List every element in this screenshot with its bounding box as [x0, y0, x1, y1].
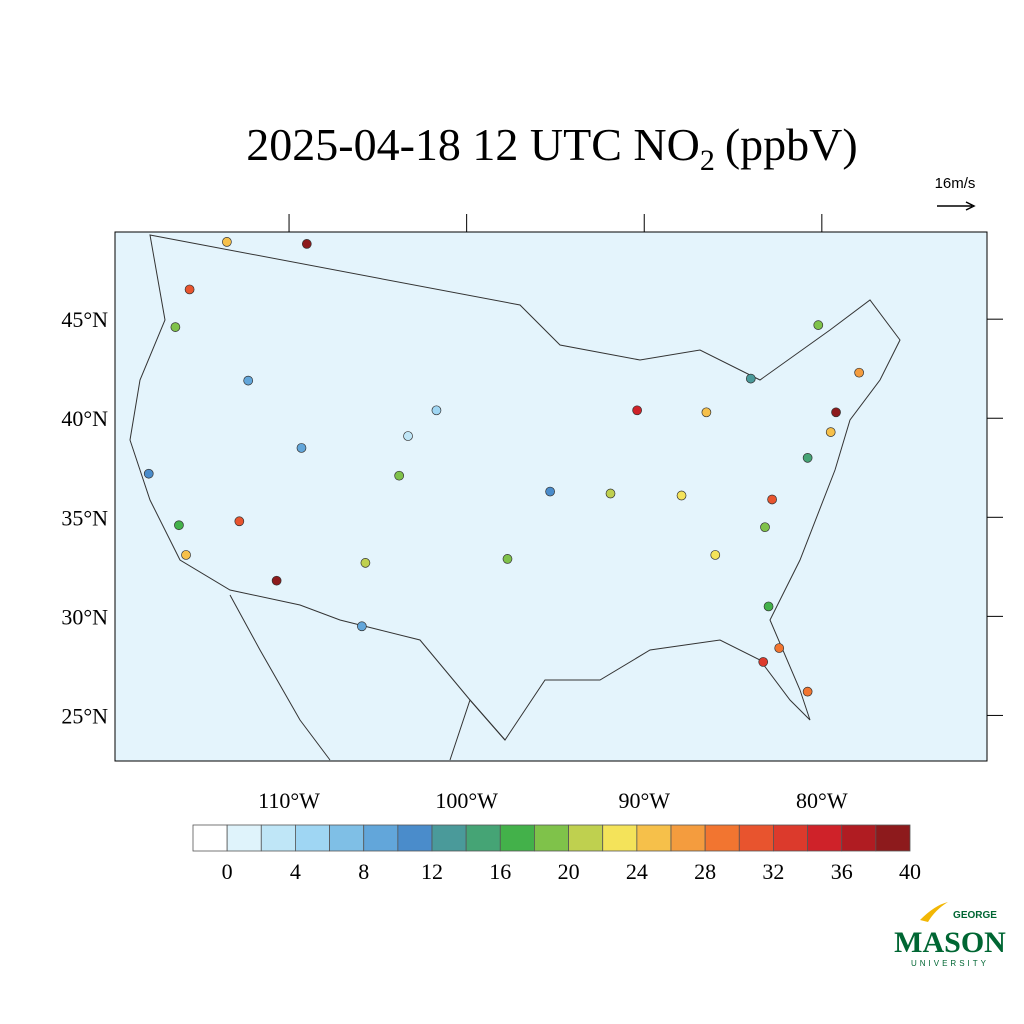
logo: GEORGE MASON UNIVERSITY — [894, 902, 1006, 968]
colorbar-box — [226, 824, 262, 852]
y-tick-label: 30°N — [61, 604, 108, 629]
station — [301, 239, 312, 249]
station — [357, 621, 367, 632]
logo-swoosh — [920, 902, 948, 922]
colorbar-box — [431, 824, 467, 852]
station — [825, 427, 836, 437]
station — [403, 431, 413, 441]
colorbar-box — [329, 824, 365, 852]
colorbar-box — [704, 824, 740, 852]
colorbar-box — [773, 824, 808, 852]
station — [184, 284, 195, 295]
wind-reference-arrowhead — [965, 201, 976, 211]
logo-top: GEORGE — [953, 910, 997, 921]
station — [774, 643, 785, 653]
station — [710, 550, 721, 560]
colorbar-box — [807, 824, 843, 852]
colorbar-box — [465, 824, 501, 852]
colorbar-box — [670, 824, 706, 852]
station — [502, 554, 513, 564]
station — [394, 470, 405, 481]
station — [802, 686, 813, 697]
colorbar-label: 36 — [831, 859, 853, 884]
station — [545, 486, 555, 497]
title-unit: (ppbV) — [725, 119, 858, 170]
y-tick-label: 35°N — [61, 505, 108, 530]
station — [222, 237, 232, 247]
colorbar-label: 4 — [290, 859, 301, 884]
chart-title: 2025-04-18 12 UTC NO2 (ppbV) — [246, 119, 857, 177]
station — [813, 320, 824, 330]
colorbar-label: 40 — [899, 859, 921, 884]
colorbar-label: 28 — [694, 859, 716, 884]
colorbar-box — [397, 824, 433, 852]
station — [605, 488, 616, 499]
x-tick-label: 80°W — [796, 788, 848, 813]
map-background — [115, 232, 987, 761]
colorbar-label: 24 — [626, 859, 648, 884]
y-tick-label: 45°N — [61, 307, 108, 332]
wind-reference-label: 16m/s — [935, 175, 976, 192]
station — [745, 373, 756, 384]
station — [760, 522, 770, 533]
colorbar-box — [738, 824, 774, 852]
station — [431, 405, 442, 416]
colorbar-label: 16 — [489, 859, 511, 884]
map-frame — [114, 231, 988, 762]
colorbar-box — [260, 824, 296, 852]
station — [632, 405, 642, 416]
station — [701, 407, 712, 418]
station — [181, 550, 191, 560]
coastline — [229, 594, 506, 761]
station — [763, 601, 774, 612]
title-main: 2025-04-18 12 UTC NO — [246, 119, 700, 170]
logo-bottom: UNIVERSITY — [911, 959, 989, 968]
station — [174, 520, 184, 531]
x-tick-label: 90°W — [618, 788, 670, 813]
title-subscript: 2 — [700, 144, 715, 177]
x-tick-label: 100°W — [435, 788, 498, 813]
x-tick-label: 110°W — [258, 788, 320, 813]
y-tick-label: 25°N — [61, 703, 108, 728]
station — [360, 558, 371, 568]
colorbar-box — [568, 824, 604, 852]
colorbar-box — [875, 824, 911, 852]
station — [831, 407, 841, 418]
station — [271, 575, 282, 586]
station — [854, 367, 864, 378]
station — [296, 443, 307, 453]
station — [170, 322, 181, 332]
y-tick-label: 40°N — [61, 406, 108, 431]
colorbar-label: 20 — [558, 859, 580, 884]
colorbar-label: 12 — [421, 859, 443, 884]
station — [676, 490, 687, 501]
colorbar-label: 8 — [358, 859, 369, 884]
station — [758, 657, 769, 667]
station — [234, 516, 245, 527]
colorbar-box — [499, 824, 535, 852]
station — [767, 494, 777, 505]
station — [243, 375, 254, 386]
colorbar-label: 32 — [762, 859, 784, 884]
colorbar-box — [602, 824, 638, 852]
colorbar-label: 0 — [222, 859, 233, 884]
station — [802, 453, 813, 463]
colorbar-box — [192, 824, 228, 852]
colorbar-box — [534, 824, 569, 852]
colorbar-box — [363, 824, 399, 852]
colorbar-box — [841, 824, 877, 852]
logo-main: MASON — [894, 926, 1006, 959]
colorbar-box — [295, 824, 330, 852]
colorbar-box — [636, 824, 672, 852]
station — [143, 468, 154, 479]
